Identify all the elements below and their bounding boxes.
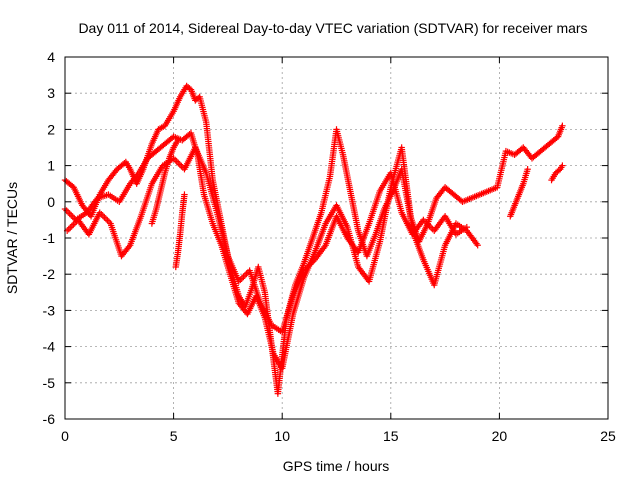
data-point bbox=[243, 270, 250, 277]
series-track-3 bbox=[63, 144, 471, 336]
data-point bbox=[66, 210, 73, 217]
x-tick-labels: 0 5 10 15 20 25 bbox=[61, 428, 616, 444]
data-point bbox=[65, 226, 72, 233]
data-point bbox=[67, 224, 74, 231]
data-point bbox=[63, 207, 70, 214]
y-tick-label: -1 bbox=[43, 230, 56, 246]
y-tick-label: 3 bbox=[47, 85, 55, 101]
data-point bbox=[64, 208, 72, 216]
data-point bbox=[474, 242, 481, 249]
data-point bbox=[181, 191, 188, 198]
series-fragment-1 bbox=[148, 137, 182, 227]
data-point bbox=[99, 212, 107, 219]
y-tick-label: -2 bbox=[43, 266, 56, 282]
y-tick-label: -5 bbox=[43, 375, 56, 391]
y-tick-label: 4 bbox=[47, 49, 55, 65]
data-point bbox=[559, 122, 566, 129]
series-fragment-2 bbox=[172, 191, 188, 271]
data-point bbox=[559, 162, 566, 169]
y-tick-label: -4 bbox=[43, 339, 56, 355]
data-point bbox=[238, 275, 246, 282]
x-tick-label: 25 bbox=[600, 428, 616, 444]
data-point bbox=[176, 161, 184, 168]
y-tick-labels: -6 -5 -4 -3 -2 -1 0 1 2 3 4 bbox=[43, 49, 56, 427]
series-fragment-3 bbox=[507, 166, 531, 220]
data-point bbox=[104, 217, 111, 224]
y-tick-label: -3 bbox=[43, 302, 56, 318]
x-tick-label: 15 bbox=[383, 428, 399, 444]
y-tick-label: 1 bbox=[47, 158, 55, 174]
data-point bbox=[68, 212, 75, 219]
data-point bbox=[171, 156, 179, 164]
data-points bbox=[61, 82, 566, 397]
y-axis-label: SDTVAR / TECUs bbox=[4, 182, 20, 294]
x-tick-label: 10 bbox=[274, 428, 290, 444]
y-tick-label: -6 bbox=[43, 411, 56, 427]
axis-ticks bbox=[64, 56, 609, 420]
data-point bbox=[68, 222, 76, 230]
data-point bbox=[463, 223, 471, 231]
series-fragment-4 bbox=[548, 162, 566, 184]
data-point bbox=[524, 166, 531, 173]
chart-title: Day 011 of 2014, Sidereal Day-to-day VTE… bbox=[78, 20, 587, 36]
x-tick-label: 5 bbox=[170, 428, 178, 444]
data-point bbox=[174, 137, 182, 144]
series-track-1 bbox=[61, 82, 566, 397]
x-tick-label: 0 bbox=[61, 428, 69, 444]
x-tick-label: 20 bbox=[492, 428, 508, 444]
data-point bbox=[102, 215, 110, 223]
y-tick-label: 0 bbox=[47, 194, 55, 210]
grid bbox=[65, 57, 608, 419]
data-point bbox=[101, 214, 108, 221]
y-tick-label: 2 bbox=[47, 121, 55, 137]
x-axis-label: GPS time / hours bbox=[283, 458, 390, 474]
